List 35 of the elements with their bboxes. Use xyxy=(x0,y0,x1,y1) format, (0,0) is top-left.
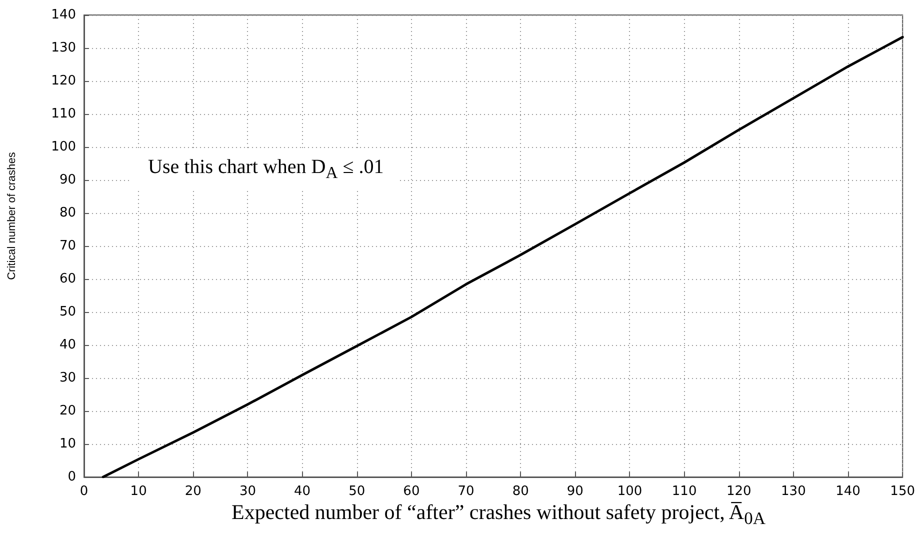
x-tick-label: 30 xyxy=(239,484,256,499)
x-tick-label: 20 xyxy=(184,484,202,499)
x-tick-label: 90 xyxy=(566,484,584,499)
x-tick-label: 0 xyxy=(80,484,88,499)
y-tick-label: 0 xyxy=(68,470,76,484)
y-tick-label: 30 xyxy=(59,370,76,386)
y-tick-label: 100 xyxy=(51,140,76,154)
line-series xyxy=(102,36,904,478)
x-tick-label: 140 xyxy=(836,484,860,499)
x-tick-label: 110 xyxy=(672,484,697,499)
y-tick-label: 140 xyxy=(51,8,76,22)
x-tick-label: 60 xyxy=(403,484,420,499)
x-tick-label: 10 xyxy=(130,484,147,499)
y-tick-label: 20 xyxy=(59,404,76,418)
x-tick-label: 120 xyxy=(726,484,752,499)
x-tick-label: 150 xyxy=(890,484,916,499)
y-tick-label: 60 xyxy=(59,272,76,286)
x-tick-label: 130 xyxy=(781,484,806,499)
y-tick-label: 120 xyxy=(51,74,76,88)
annotation: Use this chart when D$_{A}$ ≤ .01 xyxy=(132,148,400,191)
y-tick-label: 50 xyxy=(59,304,76,320)
x-axis-title: Expected number of “after” crashes without safety project, A̅$_{0A}$ xyxy=(230,500,766,530)
y-tick-label: 70 xyxy=(59,238,76,254)
y-tick-label: 110 xyxy=(51,106,76,122)
y-tick-label: 80 xyxy=(59,206,76,220)
y-tick-label: 90 xyxy=(59,172,76,188)
y-tick-label: 40 xyxy=(59,338,76,352)
y-axis-title: Critical number of crashes xyxy=(6,151,18,282)
x-tick-label: 80 xyxy=(512,484,529,499)
x-tick-label: 100 xyxy=(617,484,642,499)
x-tick-label: 50 xyxy=(348,484,366,499)
x-tick-label: 70 xyxy=(458,484,474,499)
y-tick-label: 130 xyxy=(51,40,76,56)
y-tick-label: 10 xyxy=(59,436,76,452)
x-tick-label: 40 xyxy=(294,484,311,499)
